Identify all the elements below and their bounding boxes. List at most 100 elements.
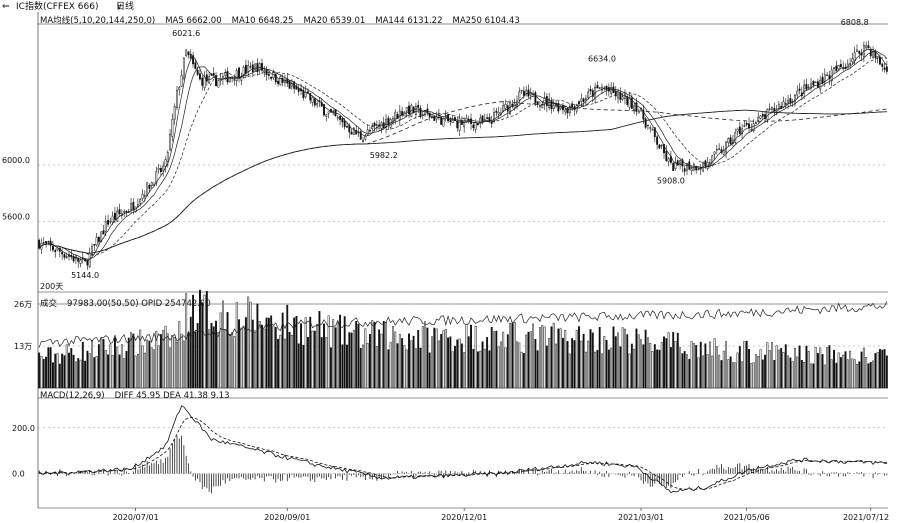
volume-bar[interactable] [819,347,822,389]
volume-bar[interactable] [56,353,59,389]
volume-bar[interactable] [153,349,155,389]
volume-bar[interactable] [116,346,119,389]
volume-bar[interactable] [534,339,537,389]
volume-bar[interactable] [582,333,585,389]
volume-bar[interactable] [440,334,443,389]
volume-bar[interactable] [408,333,410,389]
volume-bar[interactable] [690,341,693,389]
volume-bar[interactable] [249,301,252,389]
volume-bar[interactable] [527,331,530,389]
candle[interactable] [474,119,477,134]
volume-bar[interactable] [876,351,879,389]
volume-bar[interactable] [539,327,541,389]
candle[interactable] [366,124,369,136]
volume-bar[interactable] [525,334,528,389]
volume-bar[interactable] [88,353,91,389]
volume-bar[interactable] [692,343,695,389]
volume-bar[interactable] [741,361,744,389]
volume-bar[interactable] [474,326,477,389]
volume-bar[interactable] [212,326,215,389]
volume-bar[interactable] [219,312,222,389]
volume-bar[interactable] [180,333,183,389]
candle[interactable] [350,128,353,135]
volume-bar[interactable] [378,329,381,389]
candle[interactable] [157,164,160,174]
volume-bar[interactable] [559,328,562,389]
volume-bar[interactable] [584,351,587,389]
volume-bar[interactable] [541,325,544,389]
candle[interactable] [582,97,585,107]
volume-bar[interactable] [86,350,89,389]
volume-bar[interactable] [49,347,52,389]
volume-bar[interactable] [192,294,195,389]
candle[interactable] [387,115,390,130]
volume-bar[interactable] [431,336,433,389]
volume-bar[interactable] [883,349,886,389]
volume-bar[interactable] [748,348,750,389]
candle[interactable] [274,73,277,85]
volume-bar[interactable] [339,314,342,389]
volume-bar[interactable] [61,353,64,389]
candle[interactable] [173,103,176,125]
candle[interactable] [88,247,91,269]
volume-bar[interactable] [571,338,574,389]
candle[interactable] [596,81,599,89]
volume-bar[interactable] [729,356,732,389]
candle[interactable] [419,105,422,119]
candle[interactable] [375,120,378,131]
volume-bar[interactable] [139,329,142,389]
volume-bar[interactable] [258,321,261,389]
volume-bar[interactable] [38,352,41,389]
volume-bar[interactable] [849,350,852,389]
candle[interactable] [325,113,328,122]
candle[interactable] [651,127,654,131]
volume-bar[interactable] [323,323,325,389]
volume-bar[interactable] [366,342,369,389]
candle[interactable] [856,44,858,52]
candle[interactable] [352,126,355,136]
volume-bar[interactable] [467,336,470,389]
volume-bar[interactable] [150,347,153,389]
candle[interactable] [297,84,300,96]
candle[interactable] [715,144,718,155]
candle[interactable] [748,117,750,134]
volume-bar[interactable] [766,342,769,389]
candle[interactable] [768,103,771,111]
volume-bar[interactable] [295,315,298,389]
volume-bar[interactable] [79,359,82,389]
volume-bar[interactable] [251,319,254,389]
volume-bar[interactable] [385,322,387,389]
candle[interactable] [741,124,744,139]
candle[interactable] [729,134,732,146]
candle[interactable] [649,125,652,133]
volume-bar[interactable] [810,363,812,389]
candle[interactable] [166,150,169,168]
candle[interactable] [102,225,105,235]
volume-bar[interactable] [495,330,498,389]
volume-bar[interactable] [346,344,348,389]
volume-bar[interactable] [281,312,284,389]
candle[interactable] [247,60,250,77]
candle[interactable] [720,146,723,155]
volume-bar[interactable] [752,362,755,389]
candle[interactable] [738,121,741,136]
volume-bar[interactable] [865,357,868,389]
candle[interactable] [548,92,551,111]
candle[interactable] [182,57,185,81]
volume-bar[interactable] [745,340,748,389]
candle[interactable] [72,254,75,264]
volume-bar[interactable] [426,327,429,389]
candle[interactable] [564,107,567,116]
volume-bar[interactable] [603,336,606,389]
candle[interactable] [796,85,799,100]
symbol-title[interactable]: IC指数(CFFEX 666) [16,2,99,12]
candle[interactable] [529,87,532,101]
volume-bar[interactable] [796,356,799,389]
candle[interactable] [277,78,280,87]
volume-bar[interactable] [518,342,521,389]
volume-bar[interactable] [373,321,376,389]
volume-bar[interactable] [479,350,482,389]
candle[interactable] [339,115,342,126]
candle[interactable] [734,128,737,145]
volume-bar[interactable] [564,330,567,389]
